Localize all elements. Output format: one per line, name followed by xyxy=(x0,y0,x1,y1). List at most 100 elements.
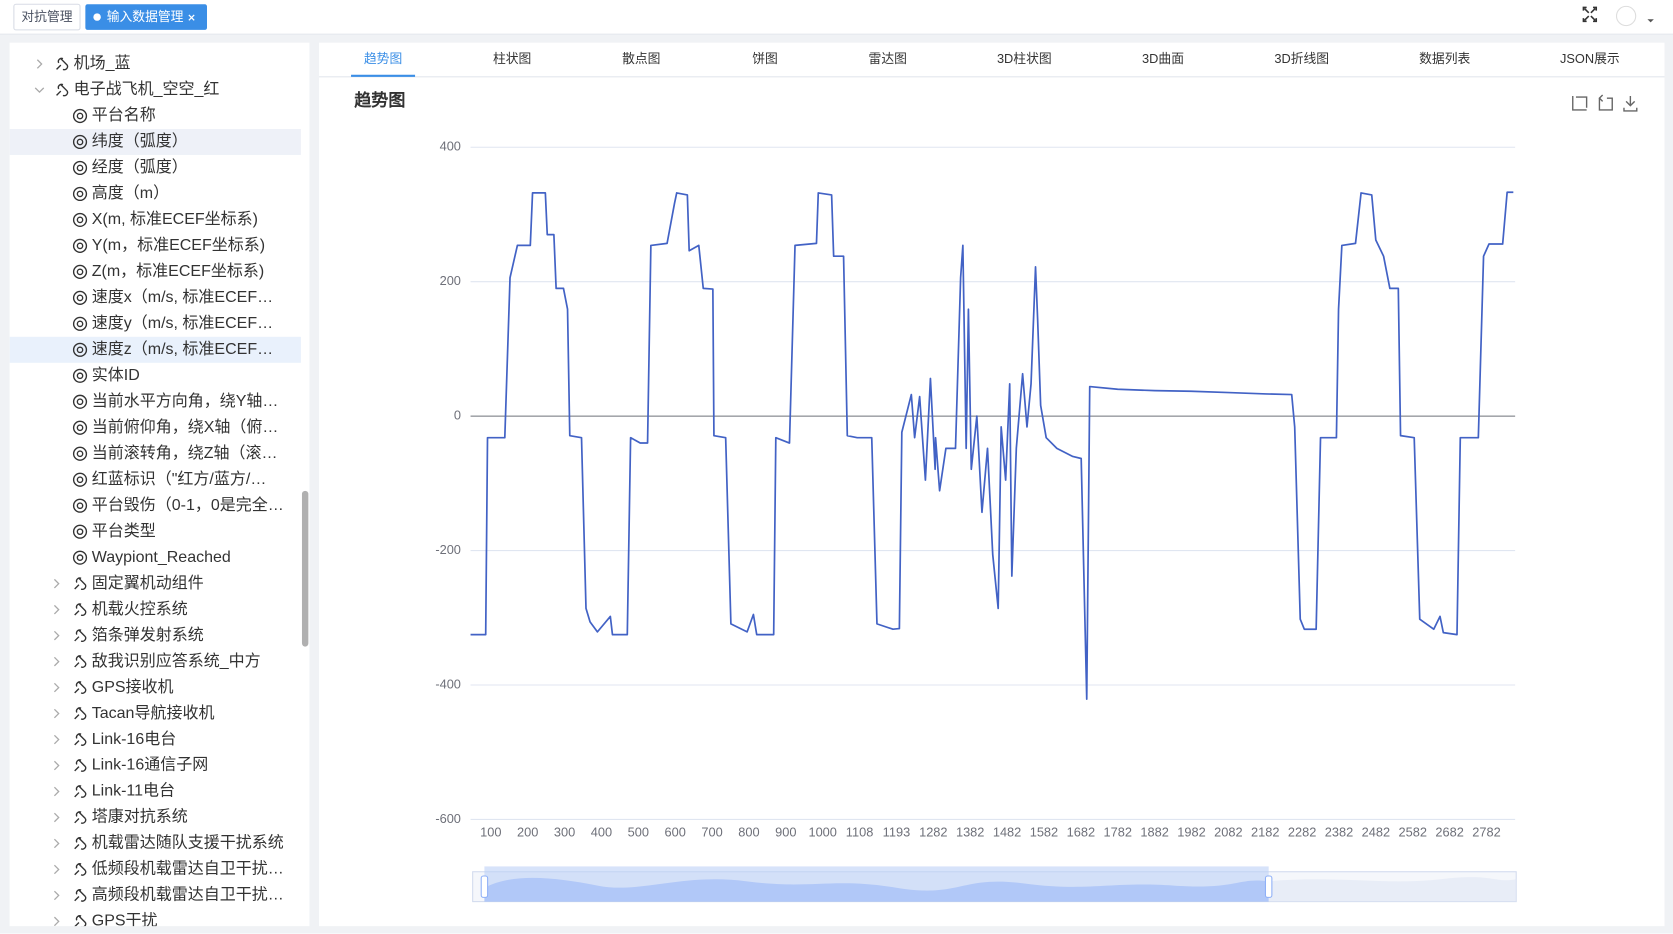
node-icon xyxy=(74,811,87,824)
x-tick-label: 1782 xyxy=(1103,825,1131,840)
y-tick-label: -600 xyxy=(435,811,461,826)
tree-field-label[interactable]: Z(m，标准ECEF坐标系) xyxy=(92,262,264,280)
field-icon xyxy=(72,368,88,383)
node-icon xyxy=(74,915,87,927)
zoom-handle[interactable] xyxy=(480,875,489,898)
chart-tab[interactable]: 散点图 xyxy=(622,51,660,66)
expand-arrow[interactable] xyxy=(53,890,60,901)
tree-node-label[interactable]: GPS接收机 xyxy=(92,678,174,696)
tree-node-label[interactable]: 机场_蓝 xyxy=(74,54,131,72)
tree-node-label[interactable]: Link-16电台 xyxy=(92,730,176,748)
expand-arrow[interactable] xyxy=(53,916,60,927)
tree-field-label[interactable]: 速度y（m/s, 标准ECEF… xyxy=(92,314,273,332)
expand-arrow[interactable] xyxy=(36,59,43,69)
avatar[interactable] xyxy=(1615,5,1637,27)
chart-toolbox[interactable] xyxy=(1572,94,1638,112)
y-tick-label: -400 xyxy=(435,676,461,691)
chart-tabs: 趋势图 柱状图 散点图 饼图 雷达图 3D柱状图 3D曲面 3D折线图 数据列表 JSON展示 xyxy=(351,51,1620,77)
node-icon xyxy=(74,733,87,746)
tree-field-label[interactable]: 平台类型 xyxy=(92,522,156,540)
node-icon xyxy=(74,707,87,720)
tree-field-label[interactable]: 经度（弧度） xyxy=(92,158,188,176)
chart-tab[interactable]: 3D曲面 xyxy=(1142,51,1184,66)
chart-tab[interactable]: JSON展示 xyxy=(1560,51,1620,66)
tree-node-label[interactable]: 敌我识别应答系统_中方 xyxy=(92,651,261,670)
field-icon xyxy=(72,472,88,487)
field-icon-dot xyxy=(76,398,84,406)
node-icon xyxy=(56,57,69,71)
expand-arrow[interactable] xyxy=(34,87,45,94)
field-icon xyxy=(72,264,88,279)
chart-tab[interactable]: 3D柱状图 xyxy=(997,51,1052,66)
tree-field-label[interactable]: 纬度（弧度） xyxy=(92,132,188,150)
avatar-caret[interactable] xyxy=(1647,19,1654,23)
tree-node-label[interactable]: 固定翼机动组件 xyxy=(92,574,204,592)
expand-arrow[interactable] xyxy=(53,630,60,641)
tree-field-label[interactable]: 当前水平方向角，绕Y轴… xyxy=(92,392,279,410)
tree-field-label[interactable]: Y(m，标准ECEF坐标系) xyxy=(92,236,265,254)
field-icon-dot xyxy=(76,164,84,172)
tab-dot xyxy=(93,13,101,21)
expand-arrow[interactable] xyxy=(53,864,60,875)
tree-node-label[interactable]: 高频段机载雷达自卫干扰… xyxy=(92,886,284,904)
node-icon xyxy=(74,655,87,668)
chart-tab[interactable]: 雷达图 xyxy=(869,51,907,66)
tree-field-label[interactable]: 当前滚转角，绕Z轴（滚… xyxy=(92,444,278,462)
tree-node-label[interactable]: 机载雷达随队支援干扰系统 xyxy=(92,834,284,852)
expand-arrow[interactable] xyxy=(53,734,60,745)
data-zoom[interactable] xyxy=(472,866,1517,903)
tree-field-label[interactable]: 速度z（m/s, 标准ECEF… xyxy=(92,340,273,358)
tree-node-label[interactable]: Link-16通信子网 xyxy=(92,756,208,774)
tab-label: 对抗管理 xyxy=(21,9,72,24)
tab-label: 输入数据管理 xyxy=(107,9,184,24)
tree-field-label[interactable]: 实体ID xyxy=(92,366,140,384)
tree-field-label[interactable]: 速度x（m/s, 标准ECEF… xyxy=(92,288,273,306)
tree-node-label[interactable]: Tacan导航接收机 xyxy=(92,704,215,722)
tree-field-label[interactable]: 高度（m） xyxy=(92,184,169,202)
tab-close[interactable] xyxy=(188,14,195,21)
chart-title: 趋势图 xyxy=(354,90,405,110)
expand-arrow[interactable] xyxy=(53,656,60,667)
tree-field-label[interactable]: 平台名称 xyxy=(92,106,156,124)
tree-field-label[interactable]: 红蓝标识（"红方/蓝方/… xyxy=(92,470,267,488)
tree-field-label[interactable]: 平台毁伤（0-1，0是完全… xyxy=(92,496,284,514)
chart-tab[interactable]: 趋势图 xyxy=(364,51,402,66)
x-tick-label: 1193 xyxy=(883,825,911,840)
tree-node-label[interactable]: 机载火控系统 xyxy=(92,600,188,618)
tab[interactable] xyxy=(13,3,81,31)
node-icon xyxy=(74,889,87,902)
tree-node-label[interactable]: 塔康对抗系统 xyxy=(92,808,188,826)
chart-tab[interactable]: 饼图 xyxy=(752,51,778,66)
tree-node-label[interactable]: Link-11电台 xyxy=(92,782,175,800)
tree-node-label[interactable]: GPS干扰 xyxy=(92,912,158,930)
x-tick-label: 2182 xyxy=(1251,825,1279,840)
expand-arrow[interactable] xyxy=(53,578,60,589)
zoom-handle[interactable] xyxy=(1264,875,1273,898)
chart-tab[interactable]: 3D折线图 xyxy=(1274,51,1329,66)
fullscreen-icon[interactable] xyxy=(1582,6,1598,23)
tree-field-label[interactable]: X(m, 标准ECEF坐标系) xyxy=(92,210,258,228)
scrollbar[interactable] xyxy=(301,490,309,647)
x-tick-label: 2782 xyxy=(1472,825,1500,840)
expand-arrow[interactable] xyxy=(53,838,60,849)
expand-arrow[interactable] xyxy=(53,812,60,823)
tree-field-label[interactable]: Waypiont_Reached xyxy=(92,549,231,566)
x-tick-label: 2082 xyxy=(1214,825,1242,840)
chart-tab[interactable]: 柱状图 xyxy=(493,51,531,66)
node-icon xyxy=(74,837,87,850)
expand-arrow[interactable] xyxy=(53,786,60,797)
expand-arrow[interactable] xyxy=(53,708,60,719)
tree-node-label[interactable]: 低频段机载雷达自卫干扰… xyxy=(92,860,284,878)
chart-tab[interactable]: 数据列表 xyxy=(1419,51,1470,66)
node-icon xyxy=(74,603,87,616)
x-tick-label: 1982 xyxy=(1177,825,1205,840)
expand-arrow[interactable] xyxy=(53,604,60,615)
expand-arrow[interactable] xyxy=(53,682,60,693)
y-tick-label: 200 xyxy=(440,273,461,288)
field-icon-dot xyxy=(76,242,84,250)
tree-field-label[interactable]: 当前俯仰角，绕X轴（俯… xyxy=(92,418,279,436)
expand-arrow[interactable] xyxy=(53,760,60,771)
tree-node-label[interactable]: 箔条弹发射系统 xyxy=(92,626,204,644)
tab[interactable] xyxy=(85,4,207,30)
tree-node-label[interactable]: 电子战飞机_空空_红 xyxy=(74,80,220,98)
